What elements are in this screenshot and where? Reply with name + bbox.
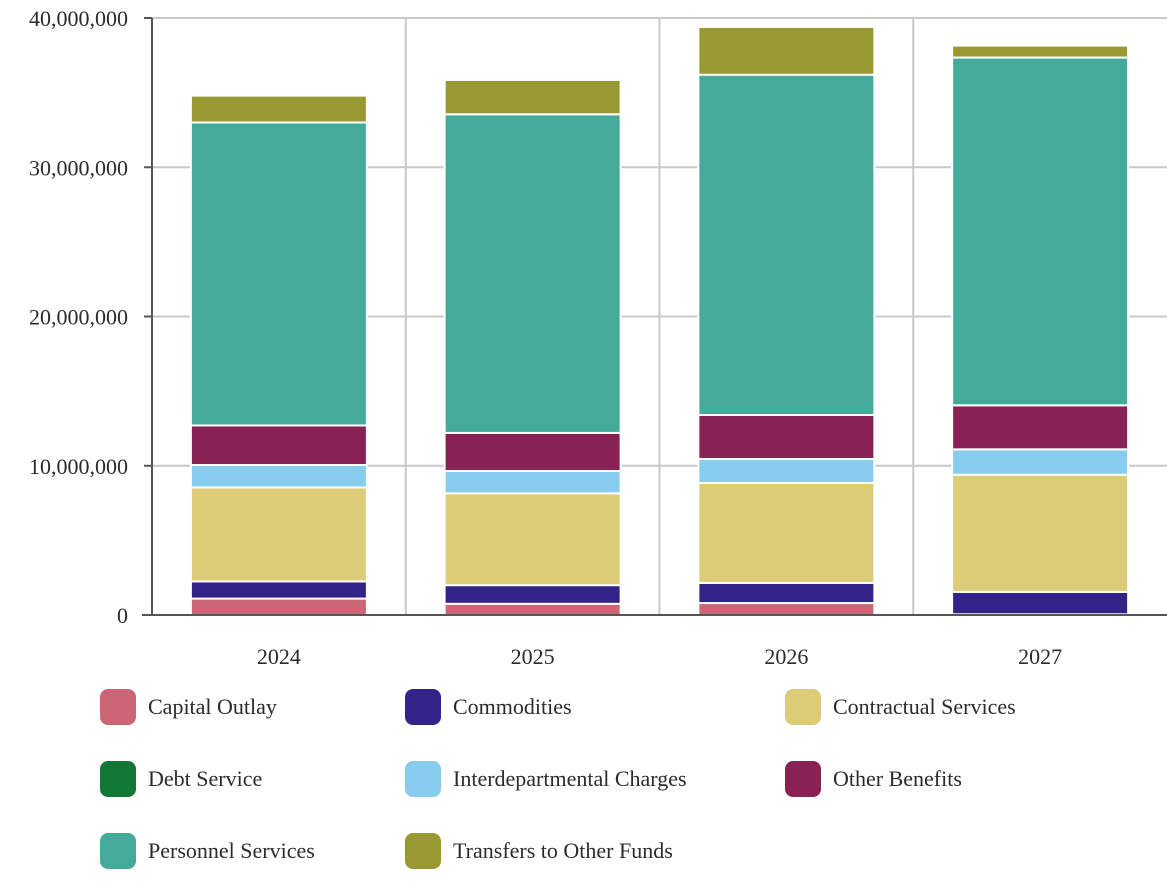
legend-label: Commodities (453, 694, 572, 719)
bar-segment-personnel-services-2027[interactable] (951, 56, 1130, 407)
y-tick-label: 20,000,000 (29, 305, 128, 330)
legend-label: Other Benefits (833, 766, 962, 791)
legend-item-interdepartmental-charges[interactable]: Interdepartmental Charges (405, 761, 687, 797)
legend-item-debt-service[interactable]: Debt Service (100, 761, 262, 797)
y-tick-label: 40,000,000 (29, 6, 128, 31)
bar-segment-other-benefits-2027[interactable] (951, 404, 1130, 451)
bar-segment-capital-outlay-2024[interactable] (189, 597, 368, 617)
bar-segment-interdepartmental-charges-2026[interactable] (697, 458, 876, 484)
bar-segment-personnel-services-2024[interactable] (189, 121, 368, 427)
legend-label: Contractual Services (833, 694, 1016, 719)
x-tick-label: 2025 (511, 644, 555, 669)
axes (142, 17, 1167, 616)
bar-segment-other-benefits-2024[interactable] (189, 424, 368, 467)
legend-swatch (100, 833, 136, 869)
bar-segment-contractual-services-2027[interactable] (951, 473, 1130, 593)
bar-segment-contractual-services-2025[interactable] (443, 492, 622, 587)
bar-segment-transfers-to-other-funds-2026[interactable] (697, 25, 876, 76)
legend-item-capital-outlay[interactable]: Capital Outlay (100, 689, 277, 725)
bar-segment-transfers-to-other-funds-2024[interactable] (189, 94, 368, 124)
bar-segment-commodities-2024[interactable] (189, 580, 368, 600)
legend-swatch (785, 761, 821, 797)
y-tick-label: 30,000,000 (29, 155, 128, 180)
x-tick-label: 2024 (257, 644, 301, 669)
bar-segment-commodities-2027[interactable] (951, 590, 1130, 616)
bar-segment-commodities-2026[interactable] (697, 581, 876, 605)
y-tick-label: 0 (117, 603, 128, 628)
legend-label: Capital Outlay (148, 694, 277, 719)
bar-segment-personnel-services-2025[interactable] (443, 113, 622, 434)
legend-item-transfers-to-other-funds[interactable]: Transfers to Other Funds (405, 833, 673, 869)
legend-item-other-benefits[interactable]: Other Benefits (785, 761, 962, 797)
legend-swatch (405, 833, 441, 869)
legend-label: Transfers to Other Funds (453, 838, 673, 863)
legend-item-personnel-services[interactable]: Personnel Services (100, 833, 315, 869)
bar-segment-personnel-services-2026[interactable] (697, 73, 876, 417)
legend-swatch (785, 689, 821, 725)
bar-segment-capital-outlay-2025[interactable] (443, 602, 622, 617)
bar-segment-transfers-to-other-funds-2025[interactable] (443, 78, 622, 116)
bars (189, 25, 1130, 617)
bar-segment-contractual-services-2024[interactable] (189, 486, 368, 583)
legend-label: Debt Service (148, 766, 263, 791)
bar-segment-other-benefits-2026[interactable] (697, 414, 876, 461)
bar-segment-commodities-2025[interactable] (443, 584, 622, 605)
legend-label: Interdepartmental Charges (453, 766, 687, 791)
legend-label: Personnel Services (148, 838, 315, 863)
legend-item-contractual-services[interactable]: Contractual Services (785, 689, 1016, 725)
bar-segment-transfers-to-other-funds-2027[interactable] (951, 44, 1130, 59)
legend-swatch (405, 761, 441, 797)
bar-segment-interdepartmental-charges-2025[interactable] (443, 469, 622, 495)
legend-swatch (100, 689, 136, 725)
legend-swatch (405, 689, 441, 725)
bar-segment-contractual-services-2026[interactable] (697, 481, 876, 584)
x-axis-ticks: 2024 2025 2026 2027 (257, 644, 1062, 669)
bar-segment-interdepartmental-charges-2024[interactable] (189, 464, 368, 489)
y-tick-label: 10,000,000 (29, 454, 128, 479)
bar-segment-other-benefits-2025[interactable] (443, 431, 622, 472)
bar-segment-capital-outlay-2026[interactable] (697, 602, 876, 616)
legend-item-commodities[interactable]: Commodities (405, 689, 572, 725)
x-tick-label: 2026 (764, 644, 808, 669)
legend-swatch (100, 761, 136, 797)
bar-segment-interdepartmental-charges-2027[interactable] (951, 448, 1130, 476)
x-tick-label: 2027 (1018, 644, 1062, 669)
y-axis-ticks: 0 10,000,000 20,000,000 30,000,000 40,000,00… (29, 6, 128, 628)
